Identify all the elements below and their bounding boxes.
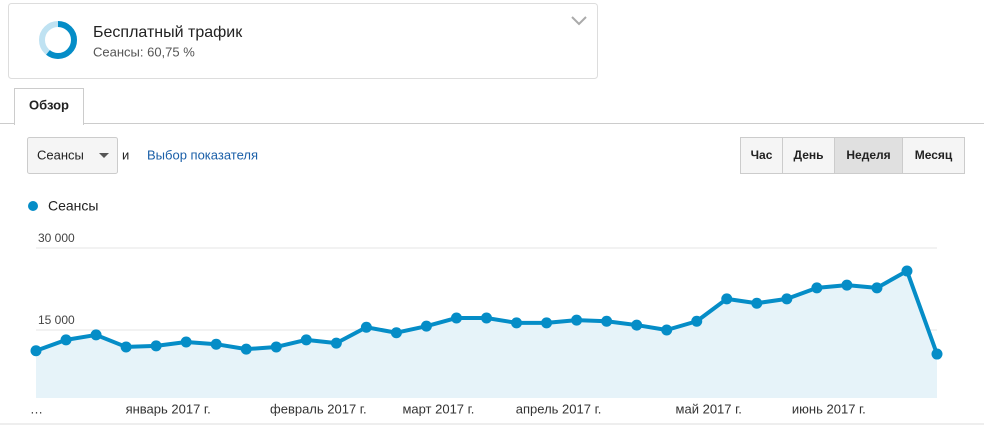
period-button[interactable] xyxy=(740,137,783,174)
point xyxy=(541,317,553,329)
x-tick-label: январь 2017 г. xyxy=(126,401,211,416)
point xyxy=(661,324,673,336)
plot: 15 000 30 000 … январь 2017 г. февраль 2017 … xyxy=(0,231,984,425)
point xyxy=(120,341,132,353)
x-tick-label: февраль 2017 г. xyxy=(270,401,367,416)
segment-card[interactable] xyxy=(8,3,598,79)
point xyxy=(390,327,402,339)
y-tick-label: 30 000 xyxy=(38,231,75,245)
point xyxy=(511,317,523,329)
point xyxy=(901,265,913,277)
point xyxy=(300,334,312,346)
point xyxy=(60,334,72,346)
x-tick-label: май 2017 г. xyxy=(676,401,742,416)
point xyxy=(30,345,42,357)
x-tick-label: апрель 2017 г. xyxy=(516,401,602,416)
tab-cover xyxy=(15,122,83,125)
point xyxy=(150,340,162,352)
period-label: Неделя xyxy=(846,148,890,162)
point xyxy=(90,329,102,341)
x-tick-label: … xyxy=(30,401,43,416)
tab[interactable] xyxy=(14,88,84,125)
point xyxy=(691,315,703,327)
conjunction: и xyxy=(122,147,129,162)
period-button[interactable] xyxy=(902,137,965,174)
point xyxy=(420,320,432,332)
expand-icon[interactable] xyxy=(571,16,587,26)
period-button[interactable] xyxy=(834,137,903,174)
point xyxy=(751,297,763,309)
metric-link[interactable]: Выбор показателя xyxy=(147,147,258,162)
x-tick-label: март 2017 г. xyxy=(402,401,474,416)
point xyxy=(481,312,492,324)
segment-title: Бесплатный трафик xyxy=(93,24,243,41)
point xyxy=(450,312,462,324)
point xyxy=(360,321,372,333)
dropdown-arrow xyxy=(99,153,109,158)
point xyxy=(270,341,282,353)
point xyxy=(811,282,823,294)
tab-label: Обзор xyxy=(29,97,69,112)
period-buttons: Час День Неделя Месяц xyxy=(740,137,965,174)
x-tick-label: июнь 2017 г. xyxy=(792,401,866,416)
period-label: Месяц xyxy=(915,148,953,162)
period-button[interactable] xyxy=(782,137,835,174)
period-label: Час xyxy=(751,148,773,162)
point xyxy=(631,319,643,331)
point xyxy=(601,315,613,327)
y-tick-label: 15 000 xyxy=(38,313,75,327)
point xyxy=(571,314,583,326)
point xyxy=(180,336,192,348)
period-label: День xyxy=(794,148,824,162)
metric-dropdown[interactable] xyxy=(27,137,118,174)
point xyxy=(210,338,222,350)
metric-label: Сеансы xyxy=(37,147,84,162)
point xyxy=(781,293,793,305)
segment-icon-arc xyxy=(39,21,77,59)
legend-label: Сеансы xyxy=(48,198,98,214)
point xyxy=(931,348,943,360)
point xyxy=(240,343,252,355)
segment-subtitle: Сеансы: 60,75 % xyxy=(93,44,195,59)
point xyxy=(841,279,853,291)
point xyxy=(330,337,342,349)
point xyxy=(721,293,733,305)
area xyxy=(36,270,937,398)
legend-marker xyxy=(28,201,38,211)
point xyxy=(871,282,883,294)
